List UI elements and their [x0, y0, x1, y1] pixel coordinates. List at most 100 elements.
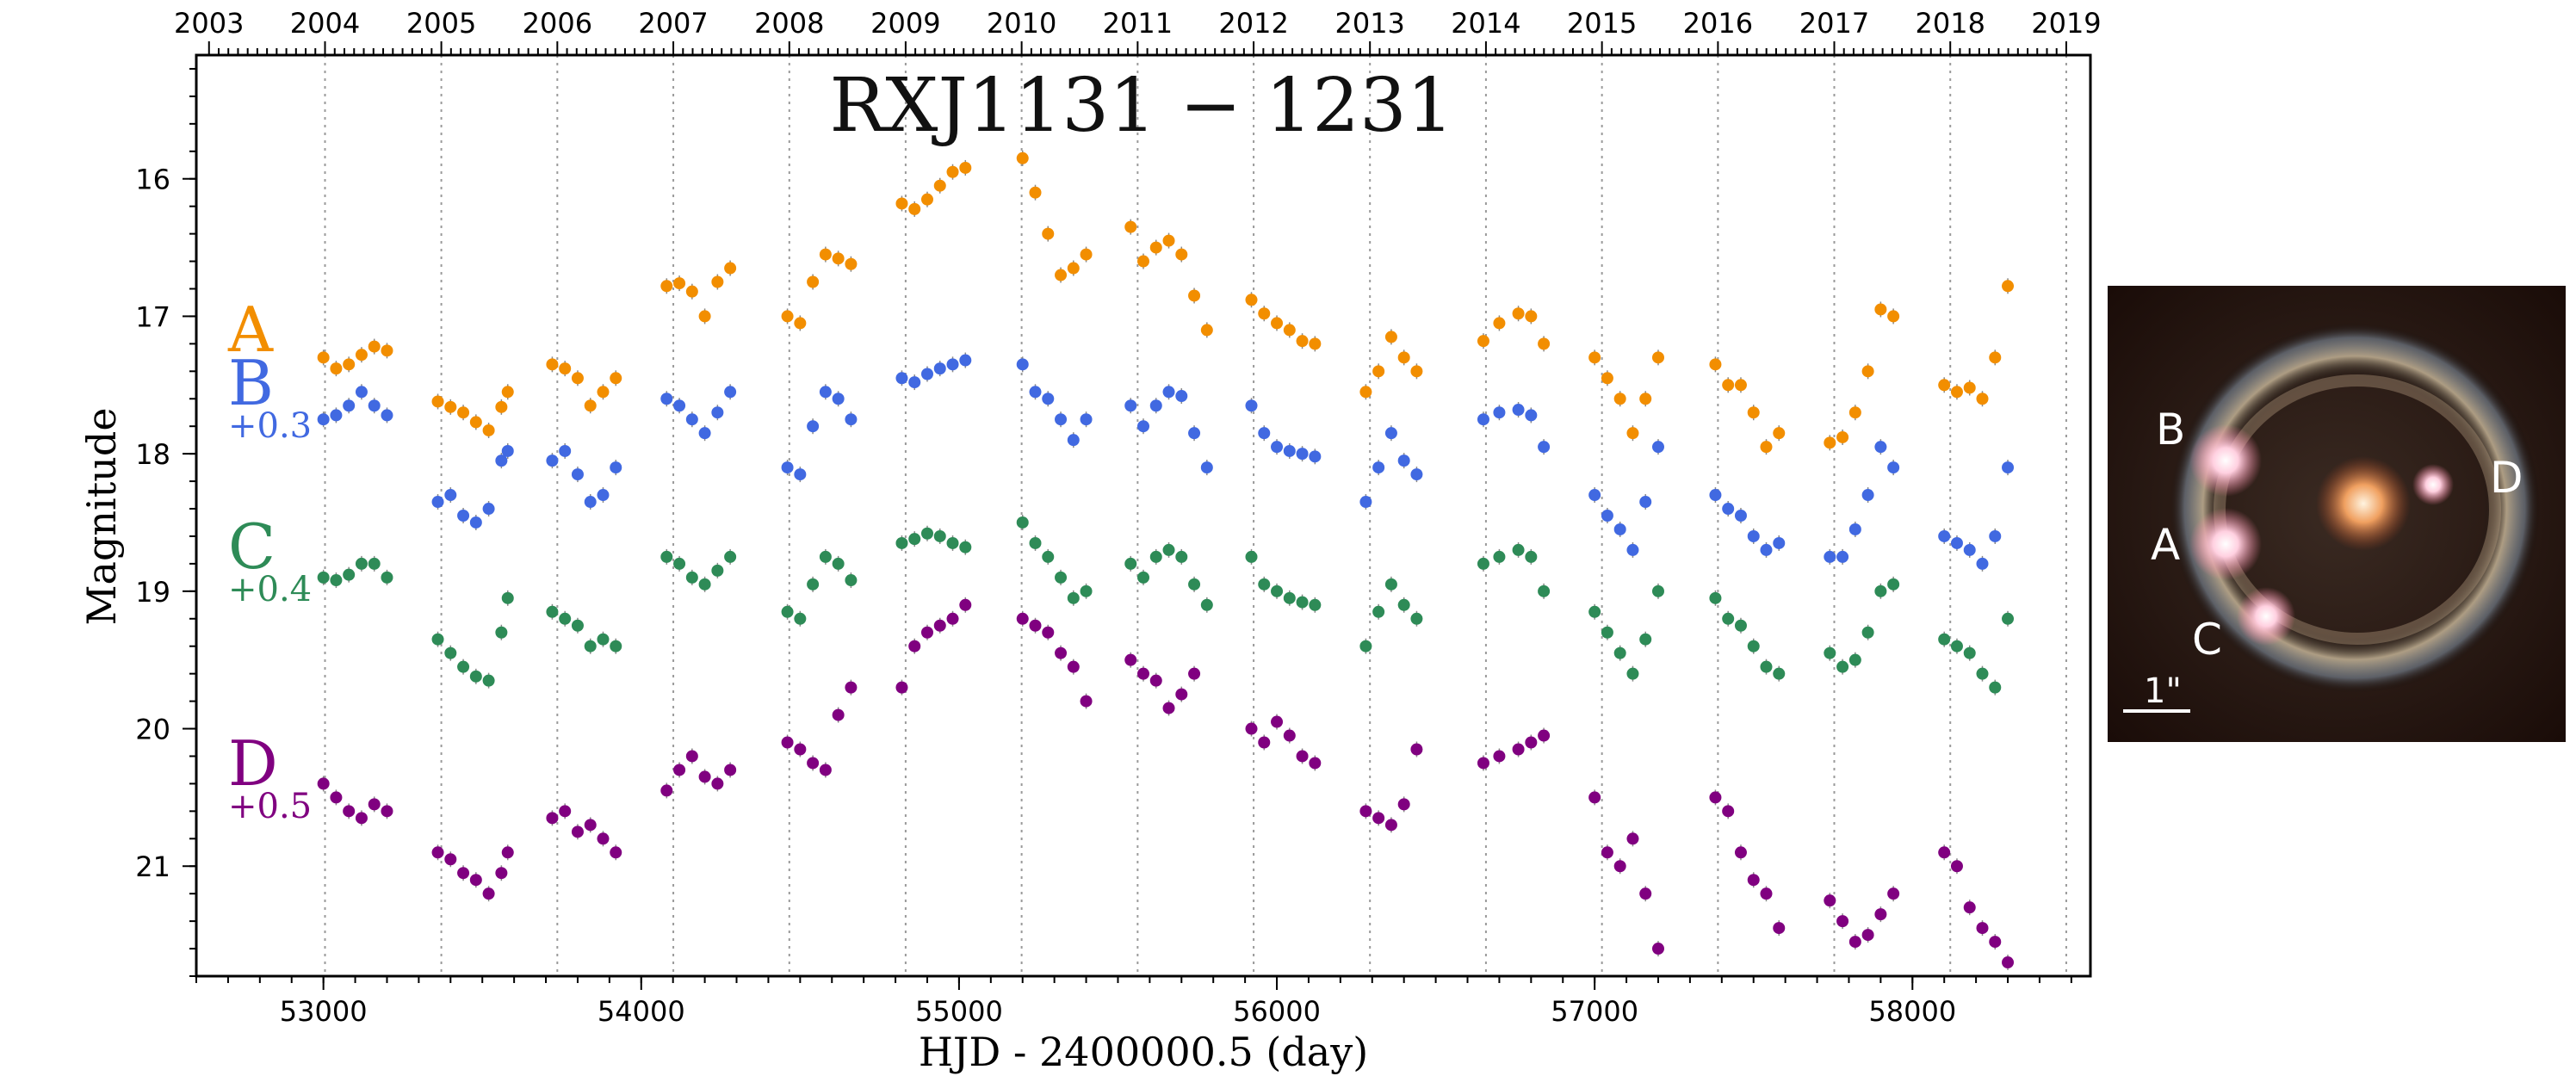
point-A-22 [698, 310, 711, 323]
point-C-22 [698, 578, 711, 591]
point-A-79 [1836, 430, 1849, 443]
point-A-17 [597, 386, 610, 399]
point-D-41 [1067, 660, 1080, 673]
point-C-23 [711, 564, 724, 577]
x-axis-ticks: 53000 54000 55000 56000 57000 58000 [280, 976, 1956, 1028]
point-B-49 [1200, 461, 1213, 474]
point-A-44 [1137, 255, 1149, 268]
point-C-86 [1963, 646, 1976, 659]
point-D-60 [1477, 757, 1489, 770]
point-C-42 [1080, 584, 1093, 597]
point-D-82 [1887, 887, 1900, 900]
point-D-70 [1651, 943, 1664, 955]
point-B-33 [920, 368, 933, 380]
point-A-12 [501, 386, 514, 399]
point-A-50 [1245, 294, 1258, 306]
point-C-48 [1188, 578, 1201, 591]
point-C-62 [1493, 550, 1506, 563]
point-B-27 [807, 420, 820, 433]
point-A-32 [908, 202, 921, 215]
point-C-51 [1258, 578, 1271, 591]
point-A-51 [1258, 307, 1271, 320]
point-B-37 [1016, 358, 1029, 371]
point-C-55 [1309, 598, 1322, 611]
point-D-67 [1613, 860, 1626, 873]
point-A-26 [794, 317, 807, 330]
point-B-8 [457, 510, 470, 522]
point-A-40 [1055, 269, 1068, 281]
point-D-57 [1384, 819, 1397, 832]
point-D-54 [1309, 757, 1322, 770]
point-A-38 [1029, 186, 1042, 199]
point-A-19 [660, 280, 673, 293]
year-label-16: 2019 [2031, 7, 2101, 40]
point-B-87 [1976, 557, 1989, 570]
point-D-74 [1747, 874, 1760, 887]
point-B-65 [1538, 441, 1551, 454]
point-A-81 [1861, 365, 1874, 378]
point-A-56 [1359, 386, 1372, 399]
point-D-29 [832, 708, 845, 721]
point-B-21 [685, 413, 698, 426]
point-D-4 [368, 798, 381, 811]
point-A-82 [1874, 303, 1887, 316]
point-C-87 [1976, 667, 1989, 680]
point-A-66 [1588, 351, 1601, 364]
point-B-89 [2002, 461, 2015, 474]
point-D-85 [1963, 901, 1976, 914]
point-B-35 [946, 358, 959, 371]
x-tick-label-0: 53000 [280, 995, 368, 1028]
point-B-43 [1124, 399, 1137, 412]
point-B-60 [1410, 468, 1423, 481]
point-C-72 [1709, 591, 1722, 604]
point-B-22 [698, 427, 711, 440]
point-B-46 [1162, 386, 1175, 399]
point-B-6 [431, 496, 444, 509]
point-B-1 [330, 409, 343, 422]
point-D-84 [1950, 860, 1963, 873]
point-B-39 [1042, 393, 1055, 405]
point-D-75 [1760, 887, 1773, 900]
point-C-17 [597, 633, 610, 646]
point-C-7 [444, 646, 457, 659]
point-B-14 [559, 444, 572, 457]
point-C-58 [1384, 578, 1397, 591]
x-tick-label-5: 58000 [1868, 995, 1956, 1028]
point-A-8 [457, 406, 470, 419]
point-A-41 [1067, 262, 1080, 275]
x-tick-label-3: 56000 [1233, 995, 1321, 1028]
point-B-64 [1525, 409, 1538, 422]
point-A-72 [1709, 358, 1722, 371]
point-B-67 [1601, 510, 1613, 522]
y-tick-label-2: 18 [135, 438, 170, 471]
point-C-19 [660, 550, 673, 563]
point-C-38 [1029, 536, 1042, 549]
point-C-0 [317, 571, 330, 584]
point-D-24 [724, 764, 737, 776]
year-label-11: 2014 [1451, 7, 1520, 40]
point-A-10 [482, 424, 495, 436]
year-label-0: 2003 [174, 7, 244, 40]
point-B-44 [1137, 420, 1149, 433]
y-tick-label-4: 20 [135, 714, 170, 746]
point-C-8 [457, 660, 470, 673]
point-D-80 [1861, 929, 1874, 942]
point-D-81 [1874, 908, 1887, 921]
point-B-11 [495, 455, 508, 467]
point-C-69 [1626, 667, 1639, 680]
point-B-51 [1258, 427, 1271, 440]
point-D-14 [559, 805, 572, 818]
point-C-49 [1200, 598, 1213, 611]
point-C-33 [920, 527, 933, 540]
point-D-87 [1989, 936, 2002, 949]
inset-label-d: D [2490, 453, 2523, 503]
point-B-50 [1245, 399, 1258, 412]
point-D-50 [1258, 736, 1271, 749]
point-B-36 [959, 354, 972, 367]
point-C-64 [1525, 550, 1538, 563]
point-A-42 [1080, 248, 1093, 261]
point-B-85 [1950, 536, 1963, 549]
point-A-68 [1613, 393, 1626, 405]
point-D-32 [908, 640, 921, 652]
year-label-4: 2007 [638, 7, 708, 40]
